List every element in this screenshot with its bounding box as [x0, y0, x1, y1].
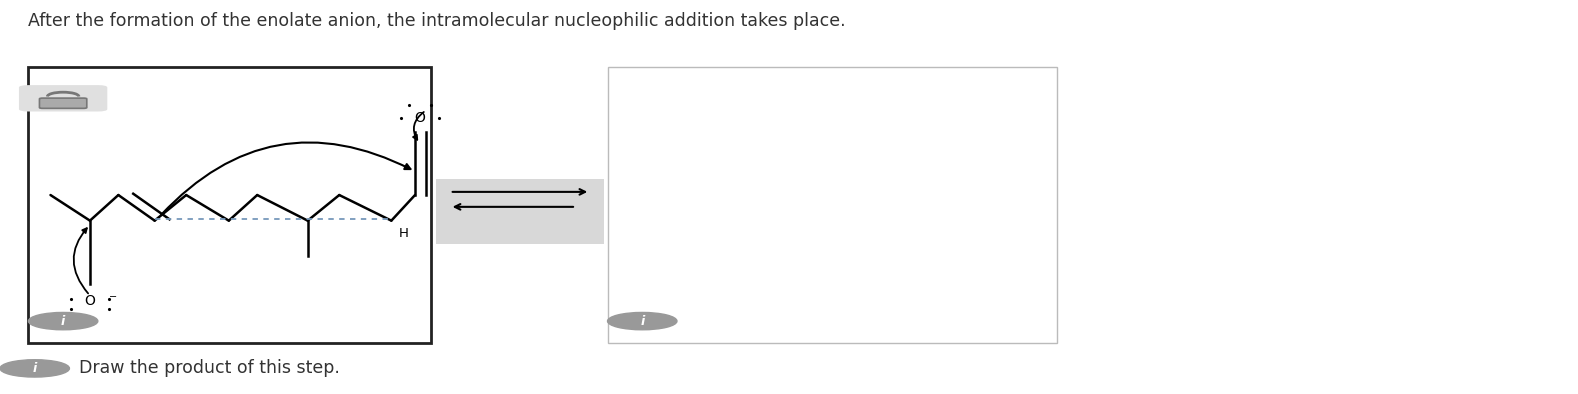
Text: Draw the product of this step.: Draw the product of this step. [79, 359, 339, 377]
Circle shape [0, 360, 69, 377]
FancyBboxPatch shape [436, 179, 604, 244]
FancyArrowPatch shape [413, 112, 424, 140]
Text: O: O [85, 294, 95, 308]
FancyBboxPatch shape [39, 98, 87, 108]
Text: After the formation of the enolate anion, the intramolecular nucleophilic additi: After the formation of the enolate anion… [28, 12, 846, 30]
Text: i: i [62, 315, 65, 327]
FancyArrowPatch shape [74, 228, 88, 294]
Circle shape [28, 312, 98, 330]
FancyBboxPatch shape [28, 67, 431, 343]
Text: O: O [415, 111, 424, 125]
FancyBboxPatch shape [608, 67, 1057, 343]
FancyArrowPatch shape [161, 142, 410, 215]
Text: i: i [641, 315, 644, 327]
Text: H: H [399, 227, 409, 240]
Text: −: − [109, 292, 117, 301]
FancyBboxPatch shape [19, 85, 107, 112]
Text: i: i [33, 362, 36, 375]
Circle shape [608, 312, 677, 330]
